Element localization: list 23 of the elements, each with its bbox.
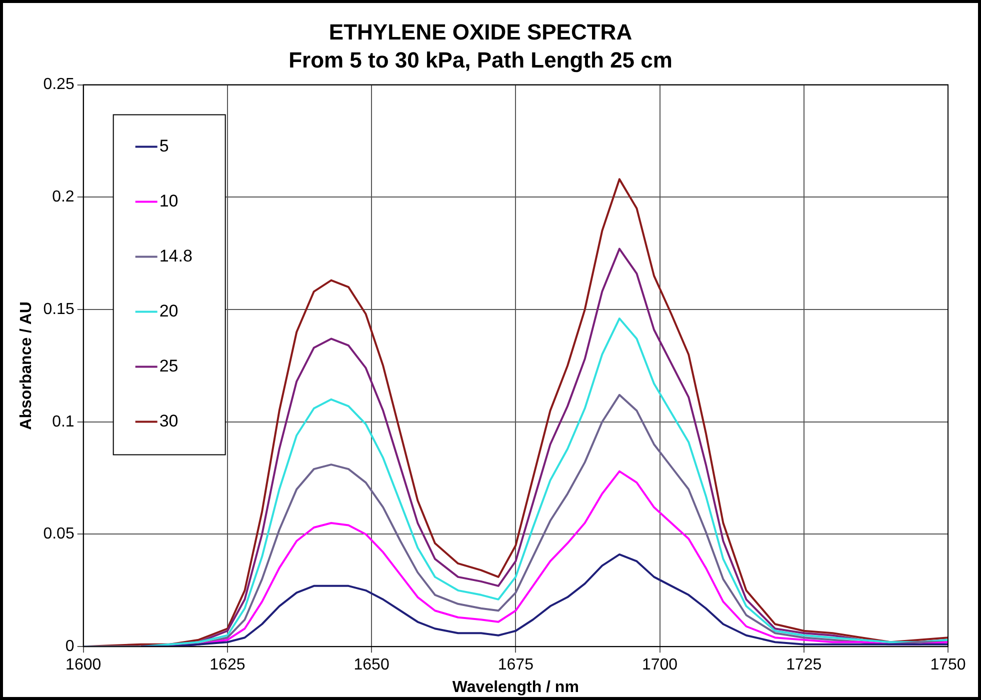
y-tick-label: 0.1: [52, 413, 74, 430]
chart-title: ETHYLENE OXIDE SPECTRA: [328, 19, 632, 44]
x-tick-label: 1650: [354, 656, 390, 674]
y-tick-label: 0: [65, 638, 74, 656]
legend-label: 25: [159, 356, 178, 376]
chart-subtitle: From 5 to 30 kPa, Path Length 25 cm: [288, 48, 672, 73]
x-tick-label: 1625: [210, 656, 246, 674]
x-tick-label: 1725: [786, 656, 822, 674]
legend-label: 5: [159, 136, 169, 156]
x-tick-label: 1600: [66, 656, 102, 674]
x-tick-label: 1700: [642, 656, 678, 674]
legend-label: 20: [159, 301, 178, 320]
legend-label: 30: [159, 411, 178, 430]
y-tick-label: 0.05: [43, 526, 74, 543]
x-axis-title: Wavelength / nm: [452, 678, 579, 696]
y-tick-label: 0.2: [52, 188, 74, 206]
legend-label: 14.8: [159, 246, 192, 266]
y-axis-title: Absorbance / AU: [18, 302, 36, 430]
y-tick-label: 0.15: [43, 300, 74, 318]
x-tick-label: 1675: [498, 656, 534, 674]
legend-label: 10: [159, 191, 178, 210]
x-tick-label: 1750: [930, 656, 966, 674]
y-tick-label: 0.25: [43, 76, 74, 94]
